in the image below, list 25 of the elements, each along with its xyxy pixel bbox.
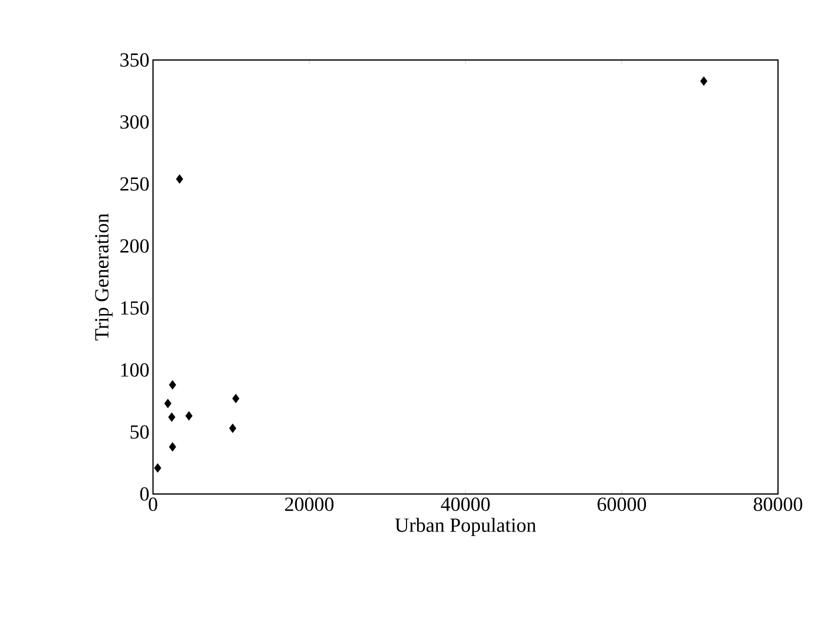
y-tick-label: 300 bbox=[120, 115, 149, 129]
y-tick-label: 150 bbox=[121, 301, 149, 315]
y-tick-label: 350 bbox=[120, 53, 149, 67]
y-axis-title: Trip Generation bbox=[95, 214, 113, 340]
point bbox=[229, 424, 236, 433]
y-tick-label: 0 bbox=[140, 487, 149, 501]
x-tick-label: 40000 bbox=[440, 498, 490, 512]
x-tick-label: 0 bbox=[148, 498, 158, 512]
x-tick-label: 20000 bbox=[285, 498, 334, 512]
point bbox=[700, 76, 708, 86]
point bbox=[232, 394, 240, 404]
y-tick-label: 250 bbox=[120, 177, 149, 191]
point bbox=[168, 412, 176, 422]
point bbox=[164, 398, 172, 408]
x-tick-label: 60000 bbox=[598, 498, 646, 512]
point bbox=[185, 411, 193, 421]
y-tick-label: 200 bbox=[120, 239, 149, 253]
y-tick-label: 50 bbox=[130, 425, 149, 439]
point bbox=[154, 463, 162, 473]
point bbox=[168, 380, 176, 390]
y-tick-label: 100 bbox=[121, 363, 149, 377]
point bbox=[176, 174, 184, 184]
point bbox=[168, 442, 176, 452]
x-axis-title: Urban Population bbox=[395, 518, 536, 536]
x-tick-label: 80000 bbox=[754, 498, 802, 512]
